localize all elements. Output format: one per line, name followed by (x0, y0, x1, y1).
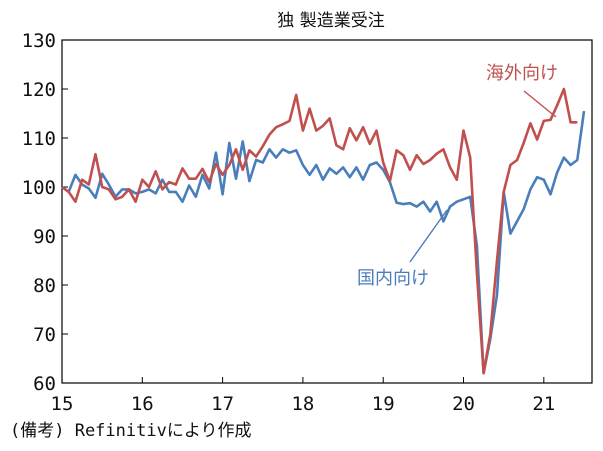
x-tick-label: 20 (452, 393, 475, 415)
series-line (61, 87, 578, 375)
series-line (61, 110, 586, 375)
series-annotation-label: 国内向け (357, 268, 429, 289)
plot-area (61, 39, 593, 384)
x-tick-label: 19 (372, 393, 395, 415)
y-tick-label: 110 (22, 128, 56, 150)
annotation-leader-line (409, 209, 448, 263)
x-tick-label: 17 (211, 393, 234, 415)
y-tick-label: 120 (22, 79, 56, 101)
y-tick-label: 70 (33, 324, 56, 346)
y-tick-label: 90 (33, 226, 56, 248)
x-tick-label: 16 (131, 393, 154, 415)
y-tick-label: 100 (22, 177, 56, 199)
y-tick-label: 60 (33, 373, 56, 395)
chart-title: 独 製造業受注 (277, 11, 384, 31)
y-tick-label: 80 (33, 275, 56, 297)
x-axis: 15 16 17 18 19 20 21 (51, 377, 555, 415)
series-layer (61, 87, 586, 375)
y-tick-label: 130 (22, 30, 56, 52)
x-tick-label: 18 (291, 393, 314, 415)
chart-note: (備考) Refinitivにより作成 (10, 421, 251, 441)
y-axis: 60 70 80 90 100 110 120 130 (22, 30, 68, 395)
x-tick-label: 15 (51, 393, 74, 415)
series-annotation-label: 海外向け (486, 63, 558, 84)
x-tick-label: 21 (532, 393, 555, 415)
annotation-leader-line (523, 90, 557, 118)
